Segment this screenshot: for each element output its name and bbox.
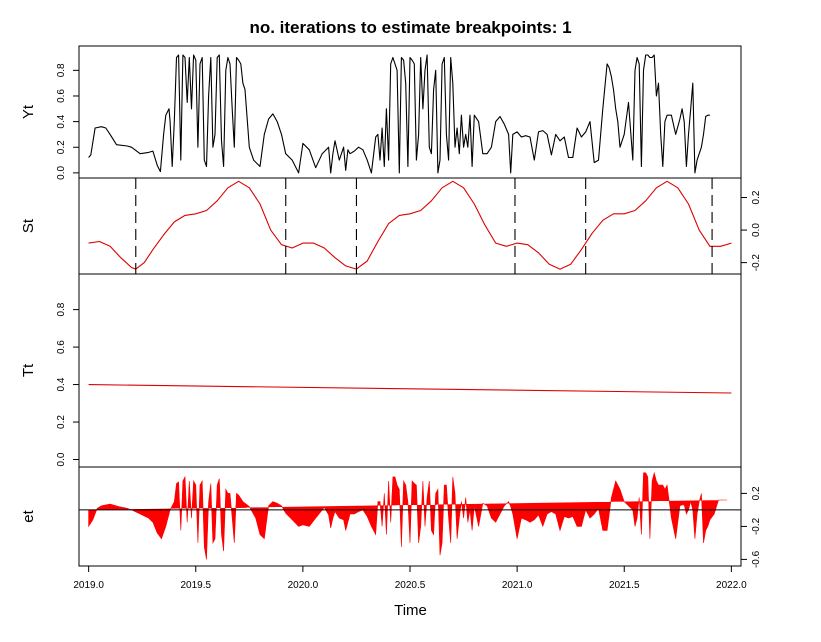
y-axis-title-et: et: [20, 509, 37, 522]
panel-st: -0.2 0.0 0.2 St: [20, 177, 762, 275]
chart-panels: 0.00.20.40.60.8Yt-0.20.00.2St0.00.20.40.…: [20, 45, 762, 568]
y-tick-label: -0.6: [751, 550, 762, 568]
y-axis-title-yt: Yt: [20, 104, 37, 119]
x-axis: 2019.0 2019.5 2020.0 2020.5 2021.0 2021.5 2022…: [73, 565, 747, 591]
y-tick-label: 0.4: [56, 114, 67, 128]
panel-tt: 0.0 0.2 0.4 0.6 0.8 Tt: [20, 273, 742, 468]
x-tick-label: 2022.0: [716, 580, 747, 591]
y-tick-label: 0.6: [56, 340, 67, 354]
y-tick-label: 0.2: [751, 190, 762, 204]
y-tick-label: 0.8: [56, 302, 67, 316]
series-line-tt: [88, 384, 732, 394]
panel-frame-tt: [78, 273, 742, 468]
y-tick-label: 0.4: [56, 377, 67, 391]
panel-yt: 0.0 0.2 0.4 0.6 0.8 Yt: [20, 45, 742, 180]
y-tick-label: 0.2: [751, 486, 762, 500]
y-tick-label: 0.0: [56, 165, 67, 179]
x-axis-title: Time: [394, 602, 427, 619]
y-tick-label: -0.2: [751, 517, 762, 535]
y-tick-label: 0.0: [56, 452, 67, 466]
x-tick-label: 2019.0: [73, 580, 104, 591]
y-tick-label: 0.2: [56, 140, 67, 154]
y-tick-label: 0.2: [56, 415, 67, 429]
panel-frame-st: [78, 177, 742, 275]
x-tick-label: 2020.5: [395, 580, 426, 591]
panel-et: -0.6 -0.2 0.2 et: [20, 466, 762, 568]
x-tick-label: 2020.0: [288, 580, 319, 591]
x-tick-label: 2021.0: [502, 580, 533, 591]
x-tick-label: 2019.5: [180, 580, 211, 591]
residual-area: [88, 471, 728, 560]
y-tick-label: 0.0: [751, 223, 762, 237]
y-tick-label: -0.2: [751, 254, 762, 272]
y-axis-title-st: St: [20, 218, 37, 233]
y-tick-label: 0.6: [56, 89, 67, 103]
series-line-st: [88, 180, 732, 270]
y-tick-label: 0.8: [56, 63, 67, 77]
chart-title: no. iterations to estimate breakpoints: …: [249, 18, 571, 37]
x-tick-label: 2021.5: [609, 580, 640, 591]
y-axis-title-tt: Tt: [20, 363, 37, 377]
series-line-yt: [88, 54, 710, 174]
